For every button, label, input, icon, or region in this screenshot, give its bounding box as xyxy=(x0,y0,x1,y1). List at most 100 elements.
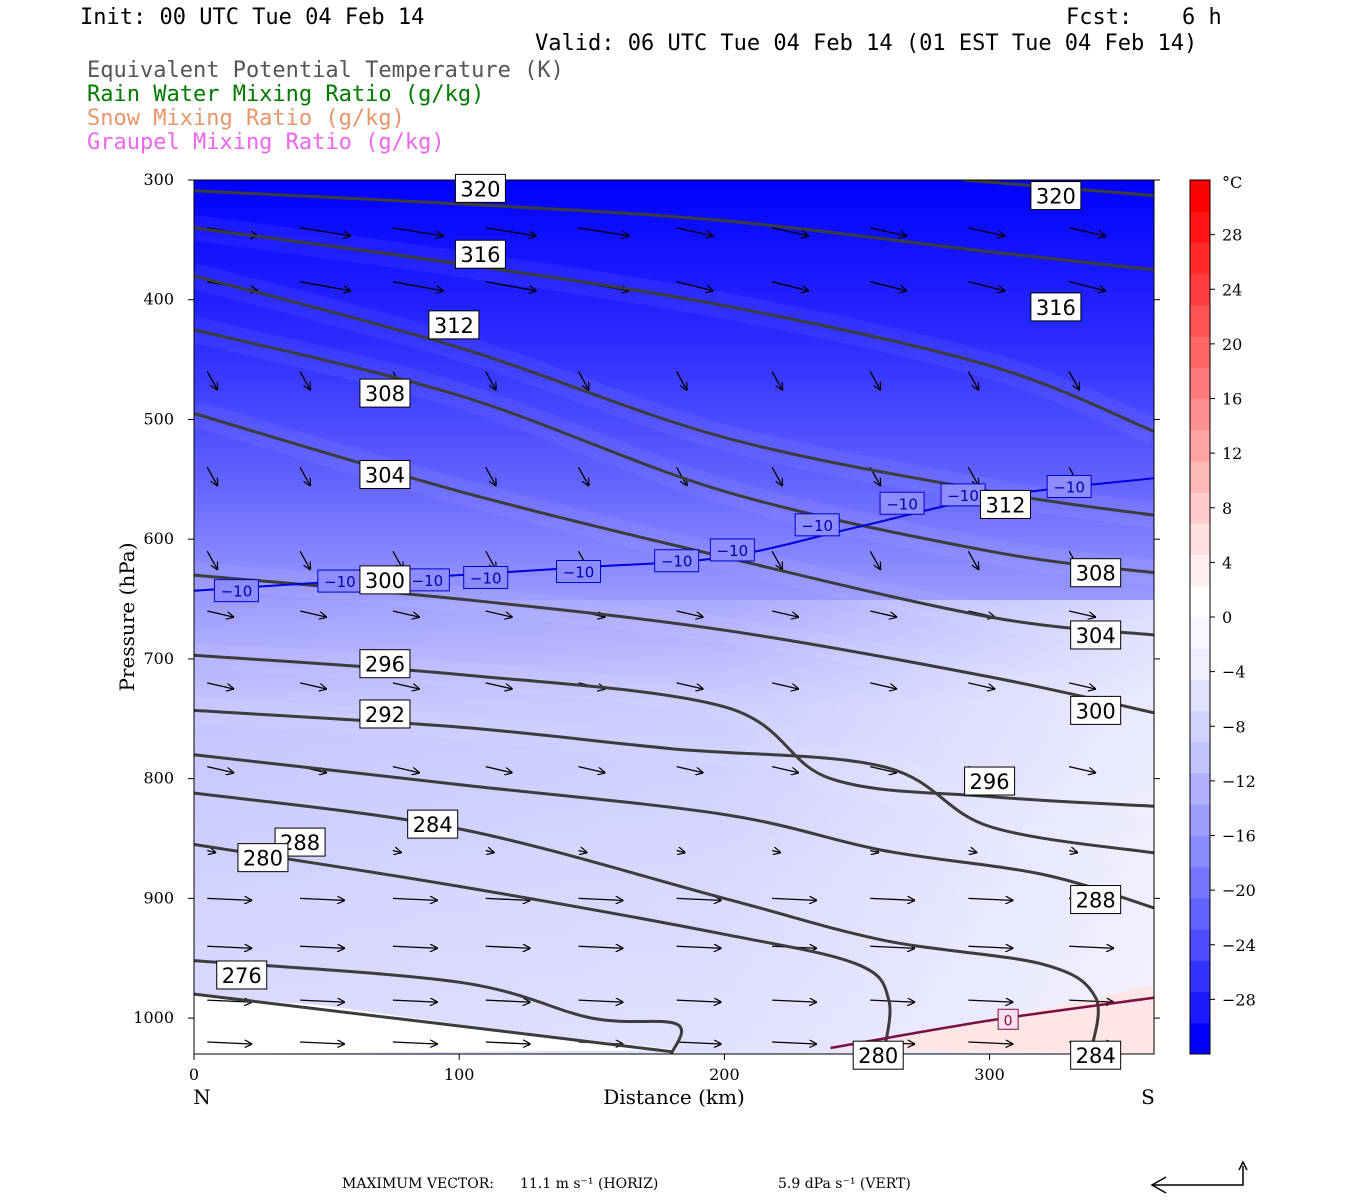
colorbar-swatch xyxy=(1190,773,1210,805)
wind-vector xyxy=(392,610,419,617)
wind-vector xyxy=(968,946,1012,948)
theta-e-label-box xyxy=(979,489,1031,519)
forecast-label: Fcst: xyxy=(1066,5,1133,30)
x-tick-label: 300 xyxy=(974,1065,1005,1084)
wind-vector xyxy=(870,766,896,773)
wind-vector xyxy=(771,550,782,569)
isotherm-label: −10 xyxy=(654,549,700,573)
theta-e-label-text: 320 xyxy=(460,177,500,201)
colorbar-swatch xyxy=(1190,835,1210,868)
y-tick-label: 800 xyxy=(143,769,174,788)
wind-vector xyxy=(207,898,251,900)
theta-e-label-276: 276 xyxy=(216,960,268,990)
theta-e-label-text: 296 xyxy=(365,653,405,677)
isotherm-label-box xyxy=(879,491,925,515)
theta-e-label-box xyxy=(852,1040,904,1070)
theta-e-contour-308 xyxy=(194,328,1154,575)
wind-vector xyxy=(870,898,914,900)
theta-e-label-box xyxy=(1070,558,1122,588)
theta-e-label-296: 296 xyxy=(359,649,411,679)
theta-e-label-text: 308 xyxy=(365,382,405,406)
colorbar-swatch xyxy=(1190,367,1210,399)
isotherm-label-text: −10 xyxy=(324,573,356,591)
wind-vector xyxy=(392,227,443,236)
x-tick-label: 200 xyxy=(709,1065,740,1084)
theta-e-label-304: 304 xyxy=(359,460,411,490)
wind-vector xyxy=(392,850,401,852)
x-axis-right-end-label: S xyxy=(1141,1085,1155,1109)
wind-vector xyxy=(207,766,233,773)
theta-e-label-text: 316 xyxy=(460,243,500,267)
wind-vector xyxy=(485,1000,530,1002)
wind-vector xyxy=(299,682,326,689)
wind-vector xyxy=(299,227,350,236)
theta-e-label-312: 312 xyxy=(979,489,1031,519)
isotherm-label-box xyxy=(709,538,755,562)
max-vector-vertical: 5.9 dPa s⁻¹ (VERT) xyxy=(778,1176,911,1192)
forecast-hours: 6 h xyxy=(1182,5,1222,30)
colorbar-swatch xyxy=(1190,804,1210,836)
wind-vector xyxy=(1069,946,1113,948)
wind-vector xyxy=(676,898,721,900)
colorbar-label: −20 xyxy=(1222,881,1256,900)
wind-vector xyxy=(485,371,496,390)
x-axis-left-end-label: N xyxy=(193,1085,211,1109)
wind-vector xyxy=(485,467,496,485)
wind-vector xyxy=(968,682,994,689)
isotherm-label: −10 xyxy=(1046,474,1092,498)
wind-vector xyxy=(771,766,798,773)
legend-snow: Snow Mixing Ratio (g/kg) xyxy=(87,106,405,131)
colorbar-swatch xyxy=(1190,960,1210,993)
theta-e-label-308: 308 xyxy=(359,378,411,408)
wind-vector xyxy=(676,1000,721,1002)
colorbar-swatch xyxy=(1190,991,1210,1024)
wind-vector xyxy=(577,371,589,390)
colorbar-unit: °C xyxy=(1222,173,1242,192)
wind-vector xyxy=(299,467,310,485)
contour-labels: 320 320 316 316 312 312 308 308 304 304 300 300 296 2… xyxy=(216,173,1122,1070)
colorbar-swatch xyxy=(1190,242,1210,275)
valid-time: Valid: 06 UTC Tue 04 Feb 14 (01 EST Tue … xyxy=(535,31,1198,56)
zero-isotherm-label-box xyxy=(997,1008,1019,1030)
wind-vector xyxy=(485,1042,530,1044)
theta-e-label-text: 284 xyxy=(413,813,453,837)
wind-vector xyxy=(676,227,713,236)
colorbar-swatch xyxy=(1190,429,1210,462)
colorbar-label: 4 xyxy=(1222,553,1232,572)
wind-vector xyxy=(772,1042,816,1044)
wind-vector xyxy=(1068,371,1079,390)
wind-vector xyxy=(485,766,512,773)
wind-vector xyxy=(578,946,623,948)
wind-vector xyxy=(578,227,629,236)
wind-vector xyxy=(968,1042,1012,1044)
isotherm-label: −10 xyxy=(213,579,259,603)
max-vector-label: MAXIMUM VECTOR: xyxy=(342,1176,494,1192)
isotherm-label-box xyxy=(654,549,700,573)
theta-e-label-box xyxy=(1070,1040,1122,1070)
theta-e-label-320: 320 xyxy=(454,173,506,203)
colorbar-label: 8 xyxy=(1222,499,1232,518)
wind-vector xyxy=(870,850,878,852)
wind-vector xyxy=(392,1042,437,1044)
theta-e-label-box xyxy=(1070,695,1122,725)
colorbar-swatch xyxy=(1190,585,1210,618)
wind-vector xyxy=(485,281,536,291)
wind-vector xyxy=(206,467,217,485)
y-tick-label: 1000 xyxy=(133,1008,174,1027)
theta-e-label-box xyxy=(454,173,506,203)
wind-vector xyxy=(870,946,914,948)
isotherm-label: −10 xyxy=(463,565,509,589)
y-tick-label: 400 xyxy=(143,290,174,309)
wind-vector xyxy=(676,371,687,390)
wind-vector xyxy=(1068,281,1105,291)
isotherm-label-text: −10 xyxy=(717,542,749,560)
max-vector-horizontal: 11.1 m s⁻¹ (HORIZ) xyxy=(520,1176,659,1192)
x-tick-label: 100 xyxy=(444,1065,475,1084)
theta-e-label-box xyxy=(407,809,459,839)
wind-vector xyxy=(299,550,310,569)
wind-vector xyxy=(485,227,536,236)
wind-vector xyxy=(207,1000,251,1002)
theta-e-label-320: 320 xyxy=(1030,181,1082,211)
wind-vector xyxy=(870,1000,914,1002)
